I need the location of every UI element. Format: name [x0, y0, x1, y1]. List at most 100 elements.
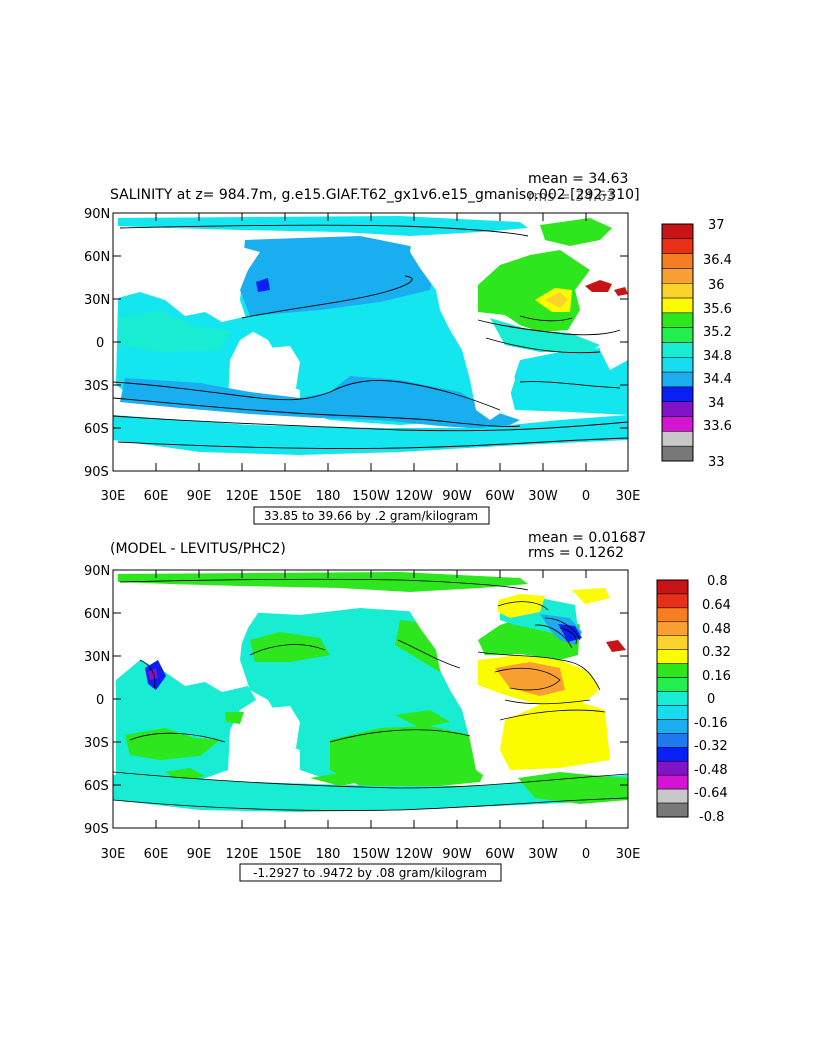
panel1: mean = 34.63 SALINITY at z= 984.7m, g.e1… — [84, 171, 732, 525]
panel2-legend-label: -0.48 — [694, 763, 728, 778]
panel1-rms-text: rms = 34.63 — [528, 189, 615, 205]
panel1-colorbar-swatch — [661, 342, 694, 358]
panel1-colorbar-swatch — [661, 223, 694, 240]
panel1-legend-label: 36 — [708, 278, 725, 293]
panel1-map-field — [112, 212, 629, 472]
panel1-legend-label: 35.2 — [703, 325, 732, 340]
panel1-title: SALINITY at z= 984.7m, g.e15.GIAF.T62_gx… — [110, 187, 640, 203]
panel1-legend-label: 37 — [708, 218, 725, 233]
panel1-lon-label: 30W — [528, 489, 558, 504]
panel2-lat-label: 0 — [96, 693, 104, 708]
panel1-lat-label: 90N — [84, 207, 110, 222]
panel2-legend-label: 0.64 — [702, 598, 731, 613]
panel1-colorbar: 37 36.4 36 35.6 35.2 34.8 34.4 34 33.6 3… — [661, 218, 732, 470]
panel1-lon-label: 90W — [442, 489, 472, 504]
panel1-legend-label: 34.8 — [703, 349, 732, 364]
panel2-range-box — [239, 863, 502, 882]
panel1-lon-label: 150E — [268, 489, 301, 504]
panel1-mean-text: mean = 34.63 — [528, 171, 628, 187]
panel2-lon-label: 150E — [268, 847, 301, 862]
panel1-lat-label: 90S — [84, 465, 109, 480]
panel1-colorbar-swatch — [661, 297, 694, 314]
panel2-lon-label: 30E — [616, 847, 641, 862]
panel1-lon-label: 30E — [101, 489, 126, 504]
panel1-lon-label: 0 — [582, 489, 590, 504]
panel2-lon-label: 120W — [395, 847, 433, 862]
panel1-lon-label: 90E — [187, 489, 212, 504]
panel2-axis-ticks — [112, 569, 629, 829]
panel2-colorbar-swatch — [656, 719, 689, 734]
panel1-lon-label: 60W — [485, 489, 515, 504]
panel1-colorbar-swatch — [661, 283, 694, 299]
panel1-legend-label: 34 — [708, 396, 725, 411]
panel2-colorbar-swatch — [656, 788, 689, 804]
panel2-colorbar-swatch — [656, 774, 689, 790]
panel2-legend-label: -0.8 — [699, 810, 724, 825]
panel2-lat-label: 30S — [84, 736, 109, 751]
panel1-colorbar-swatch — [661, 312, 694, 328]
panel2-legend-label: -0.16 — [694, 716, 728, 731]
panel1-colorbar-swatch — [661, 253, 694, 269]
panel2-mean-text: mean = 0.01687 — [528, 530, 646, 546]
panel1-range-text: 33.85 to 39.66 by .2 gram/kilogram — [264, 509, 478, 523]
panel1-legend-label: 34.4 — [703, 372, 732, 387]
panel1-lat-label: 30S — [84, 379, 109, 394]
panel2-colorbar-swatch — [656, 691, 689, 706]
panel1-colorbar-swatch — [661, 401, 694, 417]
panel2-colorbar-swatch — [656, 802, 689, 818]
panel2-legend-label: 0.16 — [702, 669, 731, 684]
panel2-lat-label: 60S — [84, 779, 109, 794]
panel2-colorbar-swatch — [656, 733, 689, 748]
panel2-lon-label: 0 — [582, 847, 590, 862]
panel2-colorbar-swatch — [656, 607, 689, 623]
panel2-legend-label: 0.8 — [707, 574, 728, 589]
panel1-colorbar-swatch — [661, 238, 694, 254]
panel1-legend-label: 35.6 — [703, 302, 732, 317]
panel1-range-box — [253, 506, 490, 525]
panel1-colorbar-swatch — [661, 416, 694, 432]
panel1-colorbar-swatch — [661, 327, 694, 343]
panel1-lat-label: 0 — [96, 336, 104, 351]
panel2: mean = 0.01687 (MODEL - LEVITUS/PHC2) rm… — [84, 530, 731, 882]
panel2-lat-label: 60N — [84, 607, 110, 622]
panel2-legend-label: -0.32 — [694, 739, 728, 754]
panel2-lat-label: 90N — [84, 564, 110, 579]
panel1-colorbar-swatch — [661, 357, 694, 373]
panel2-lon-label: 180 — [316, 847, 341, 862]
panel1-colorbar-swatch — [661, 371, 694, 388]
panel2-colorbar-swatch — [656, 677, 689, 692]
panel1-colorbar-swatch — [661, 268, 694, 284]
panel2-lon-label: 120E — [225, 847, 258, 862]
panel1-lat-label: 60N — [84, 250, 110, 265]
panel2-lon-label: 30E — [101, 847, 126, 862]
panel2-colorbar-swatch — [656, 747, 689, 762]
panel2-colorbar-swatch — [656, 760, 689, 776]
panel1-lon-label: 120W — [395, 489, 433, 504]
panel2-lon-label: 150W — [352, 847, 390, 862]
panel1-lon-label: 150W — [352, 489, 390, 504]
panel2-lat-label: 90S — [84, 822, 109, 837]
panel1-colorbar-swatch — [661, 445, 694, 462]
panel2-colorbar-swatch — [656, 621, 689, 637]
panel1-lon-label: 30E — [616, 489, 641, 504]
panel2-colorbar-swatch — [656, 635, 689, 650]
panel2-lon-label: 60E — [144, 847, 169, 862]
panel2-lon-label: 90W — [442, 847, 472, 862]
panel1-legend-label: 36.4 — [703, 253, 732, 268]
panel1-colorbar-swatch — [661, 431, 694, 447]
panel1-legend-label: 33 — [708, 455, 725, 470]
panel2-title: (MODEL - LEVITUS/PHC2) — [110, 541, 286, 557]
panel1-lat-label: 30N — [84, 293, 110, 308]
panel2-lon-label: 90E — [187, 847, 212, 862]
panel1-lon-label: 60E — [144, 489, 169, 504]
panel2-legend-label: 0.48 — [702, 622, 731, 637]
panel2-lon-label: 30W — [528, 847, 558, 862]
panel1-lon-label: 180 — [316, 489, 341, 504]
panel2-colorbar-swatch — [656, 663, 689, 678]
panel2-legend-label: 0 — [707, 692, 715, 707]
panel1-lat-label: 60S — [84, 422, 109, 437]
panel1-legend-label: 33.6 — [703, 419, 732, 434]
panel2-lon-label: 60W — [485, 847, 515, 862]
panel1-axis-ticks — [112, 212, 629, 472]
